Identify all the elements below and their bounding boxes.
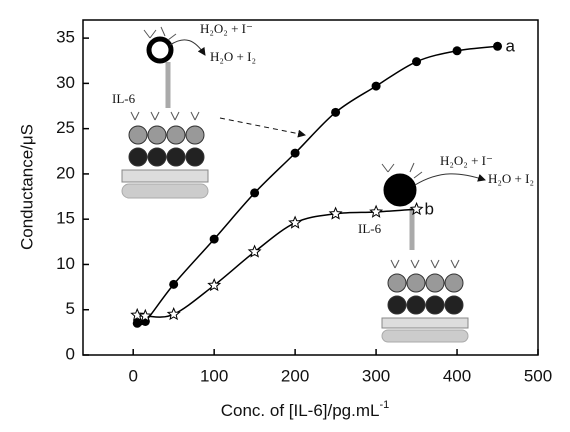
circle-marker xyxy=(452,46,462,56)
x-tick-label: 500 xyxy=(524,366,552,385)
circle-marker xyxy=(250,188,260,198)
annotation: H₂O₂ + I⁻ xyxy=(200,21,253,36)
y-tick-label: 10 xyxy=(56,254,75,273)
x-tick-label: 100 xyxy=(200,366,228,385)
circle-marker xyxy=(371,81,381,91)
y-axis-label: Conductance/μS xyxy=(17,124,36,250)
plot-frame xyxy=(82,19,539,356)
x-tick-label: 400 xyxy=(443,366,471,385)
circle-marker xyxy=(412,57,422,67)
x-tick-label: 200 xyxy=(281,366,309,385)
y-tick-label: 5 xyxy=(66,299,75,318)
schematic-top xyxy=(121,26,209,199)
star-marker xyxy=(288,215,303,229)
y-tick-label: 25 xyxy=(56,118,75,137)
x-axis-label: Conc. of [IL-6]/pg.mL-1 xyxy=(221,399,390,421)
x-label-sup: -1 xyxy=(379,399,389,411)
schematic-bottom xyxy=(381,162,486,343)
antibody-layer xyxy=(130,111,200,121)
reaction-arrow xyxy=(414,173,486,186)
star-marker xyxy=(328,206,343,220)
y-tick-label: 35 xyxy=(56,28,75,47)
y-tick-label: 0 xyxy=(66,344,75,363)
y-tick-label: 30 xyxy=(56,73,75,92)
circle-marker xyxy=(169,279,179,289)
star-marker xyxy=(247,244,262,258)
annotation: IL-6 xyxy=(112,91,136,106)
annotation: IL-6 xyxy=(358,221,382,236)
series-label: a xyxy=(506,37,516,56)
y-tick-label: 20 xyxy=(56,163,75,182)
series-label: b xyxy=(425,200,434,219)
antibodies xyxy=(381,162,423,179)
circle-marker xyxy=(493,41,503,51)
dashed-arrow xyxy=(219,117,306,138)
x-tick-label: 300 xyxy=(362,366,390,385)
star-marker xyxy=(166,307,181,321)
y-tick-label: 15 xyxy=(56,209,75,228)
circle-marker xyxy=(132,318,142,328)
x-label-main: Conc. of [IL-6]/pg.mL xyxy=(221,401,380,420)
annotation: H₂O + I₂ xyxy=(488,171,534,186)
star-marker xyxy=(369,204,384,218)
circle-marker xyxy=(209,234,219,244)
star-marker xyxy=(409,201,424,216)
star-marker xyxy=(130,307,145,322)
circle-marker xyxy=(331,107,341,117)
label-ring xyxy=(146,36,174,64)
circle-marker xyxy=(290,148,300,158)
reaction-arrow xyxy=(169,39,206,56)
antibodies xyxy=(143,26,177,41)
x-tick-label: 0 xyxy=(128,366,137,385)
star-marker xyxy=(207,277,222,292)
star-marker xyxy=(138,308,153,322)
annotation: H₂O₂ + I⁻ xyxy=(440,153,493,168)
antibody-layer xyxy=(390,259,460,269)
annotation: H₂O + I₂ xyxy=(210,49,256,64)
label-particle xyxy=(383,173,417,207)
